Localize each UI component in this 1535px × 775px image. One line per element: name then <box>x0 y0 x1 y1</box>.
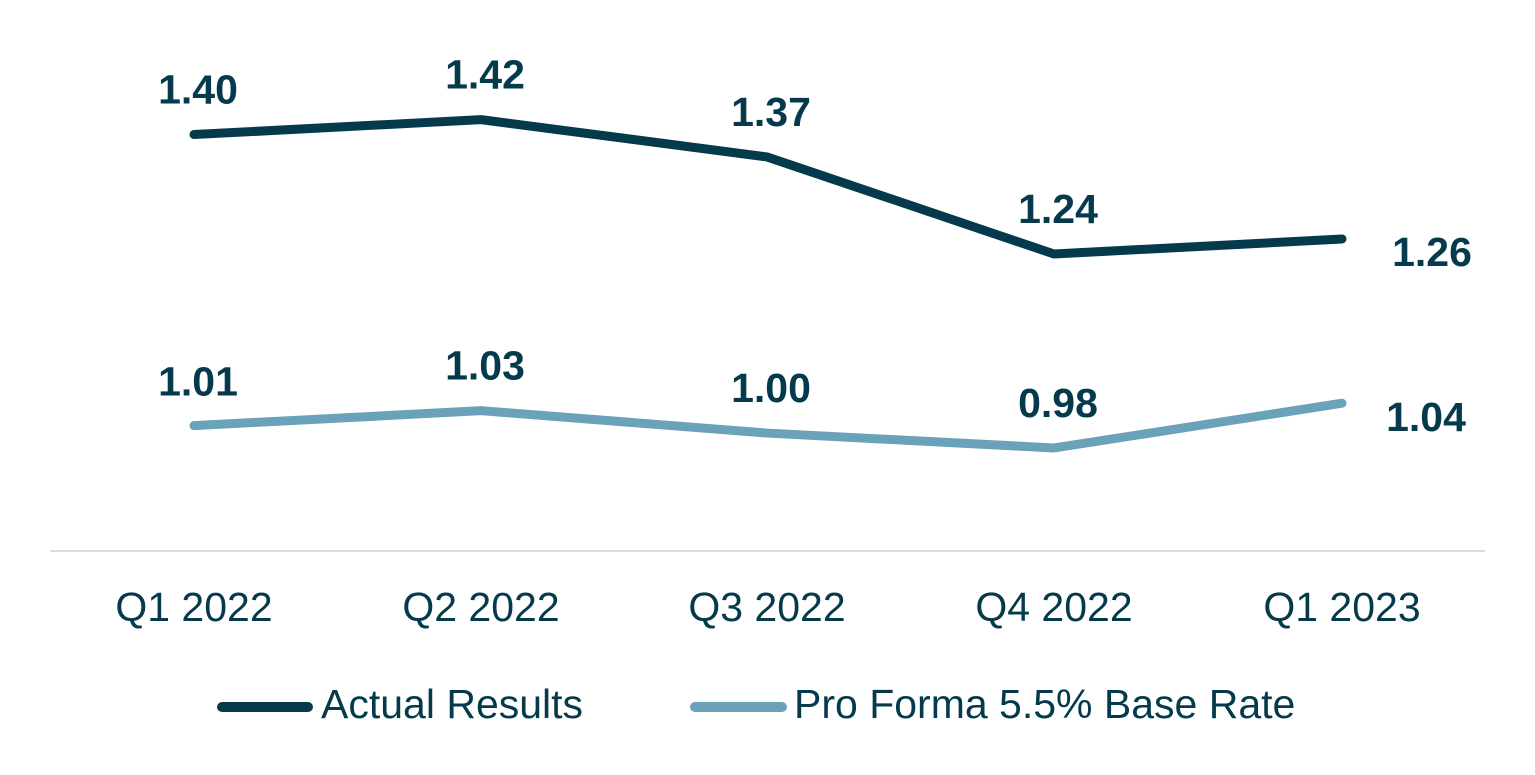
legend: Actual Results Pro Forma 5.5% Base Rate <box>217 681 1295 727</box>
data-label: 1.42 <box>445 51 525 97</box>
series-layer: 1.40 1.42 1.37 1.24 1.26 1.01 1.03 1.00 0.98 1.04 <box>158 51 1472 453</box>
series-line <box>189 115 1347 259</box>
x-tick-label: Q4 2022 <box>975 584 1132 630</box>
series-pro-forma: 1.01 1.03 1.00 0.98 1.04 <box>158 342 1466 453</box>
data-label: 1.37 <box>731 89 811 135</box>
legend-item: Actual Results <box>217 681 583 727</box>
x-tick-label: Q3 2022 <box>688 584 845 630</box>
data-label: 1.40 <box>158 66 238 112</box>
x-axis-ticks: Q1 2022 Q2 2022 Q3 2022 Q4 2022 Q1 2023 <box>115 584 1420 630</box>
legend-label: Actual Results <box>321 681 583 727</box>
x-tick-label: Q2 2022 <box>402 584 559 630</box>
legend-label: Pro Forma 5.5% Base Rate <box>794 681 1295 727</box>
data-label: 1.01 <box>158 358 238 404</box>
x-tick-label: Q1 2022 <box>115 584 272 630</box>
series-line <box>189 398 1347 453</box>
legend-item: Pro Forma 5.5% Base Rate <box>690 681 1295 727</box>
x-tick-label: Q1 2023 <box>1263 584 1420 630</box>
data-label: 1.24 <box>1018 186 1098 232</box>
data-label: 1.00 <box>731 365 811 411</box>
data-label: 1.26 <box>1392 229 1472 275</box>
data-label: 1.03 <box>445 342 525 388</box>
series-actual-results: 1.40 1.42 1.37 1.24 1.26 <box>158 51 1472 274</box>
data-label: 1.04 <box>1386 394 1466 440</box>
data-label: 0.98 <box>1018 380 1098 426</box>
